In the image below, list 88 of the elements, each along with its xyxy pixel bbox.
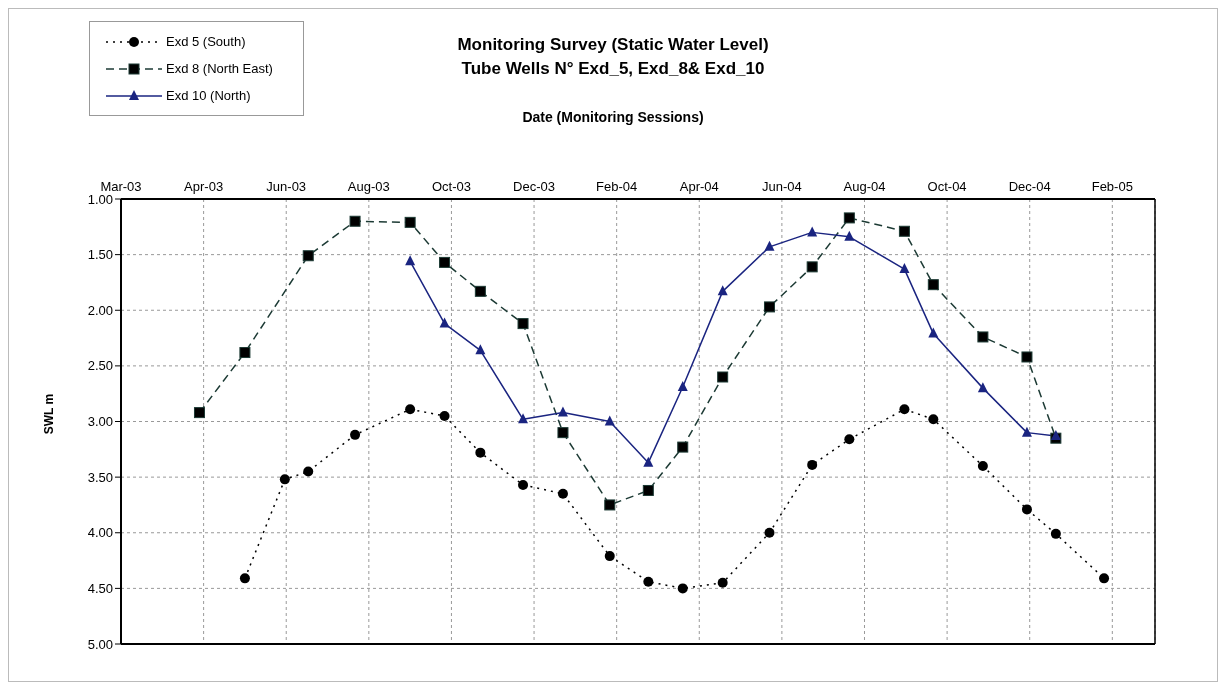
- y-tick-label: 2.00: [87, 302, 113, 318]
- x-tick-label: Apr-04: [679, 179, 719, 194]
- x-tick-label: Aug-04: [843, 179, 886, 194]
- x-tick-label: Jun-03: [266, 179, 307, 194]
- legend-label: Exd 8 (North East): [166, 61, 273, 76]
- point: [899, 263, 910, 274]
- y-tick-label: 4.00: [87, 525, 113, 541]
- point: [474, 285, 486, 297]
- point: [717, 577, 728, 588]
- point: [643, 576, 654, 587]
- point: [557, 488, 568, 499]
- point: [604, 499, 616, 511]
- point: [764, 240, 775, 251]
- point: [302, 250, 314, 262]
- x-axis-title: Date (Monitoring Sessions): [521, 109, 705, 125]
- point: [928, 414, 939, 425]
- x-tick-label: Oct-03: [431, 179, 471, 194]
- point: [557, 406, 568, 417]
- point: [404, 216, 416, 228]
- point: [439, 410, 450, 421]
- point: [239, 347, 251, 359]
- point: [303, 466, 314, 477]
- point: [677, 441, 689, 453]
- point: [349, 215, 361, 227]
- point: [898, 225, 910, 237]
- point: [977, 331, 989, 343]
- point: [843, 212, 855, 224]
- point: [604, 551, 615, 562]
- point: [1099, 573, 1110, 584]
- point: [517, 318, 529, 330]
- point: [763, 301, 775, 313]
- x-tick-label: Apr-03: [184, 179, 224, 194]
- y-tick-label: 2.50: [87, 358, 113, 374]
- point: [844, 434, 855, 445]
- x-tick-label: Feb-05: [1091, 179, 1133, 194]
- point: [439, 256, 451, 268]
- y-tick-label: 3.00: [87, 414, 113, 430]
- point: [439, 317, 450, 328]
- point: [239, 573, 250, 584]
- point: [643, 456, 654, 467]
- point: [350, 429, 361, 440]
- point: [1021, 504, 1032, 515]
- point: [1050, 528, 1061, 539]
- chart-title: Monitoring Survey (Static Water Level): [457, 35, 769, 54]
- point: [518, 479, 529, 490]
- point: [764, 527, 775, 538]
- point: [899, 404, 910, 415]
- x-tick-label: Aug-03: [347, 179, 390, 194]
- point: [604, 415, 615, 426]
- point: [717, 285, 728, 296]
- point: [806, 261, 818, 273]
- point: [405, 404, 416, 415]
- x-tick-label: Feb-04: [596, 179, 638, 194]
- point: [557, 427, 569, 439]
- point: [475, 447, 486, 458]
- point: [677, 583, 688, 594]
- point: [977, 382, 988, 393]
- point: [1021, 351, 1033, 363]
- point: [1021, 426, 1032, 437]
- y-tick-label: 1.00: [87, 191, 113, 207]
- legend-label: Exd 10 (North): [166, 88, 251, 103]
- point: [642, 484, 654, 496]
- point: [807, 226, 818, 237]
- point: [193, 407, 205, 419]
- x-tick-label: Mar-03: [100, 179, 142, 194]
- legend-label: Exd 5 (South): [166, 34, 246, 49]
- point: [475, 344, 486, 355]
- point: [1050, 429, 1061, 440]
- x-tick-label: Oct-04: [927, 179, 967, 194]
- point: [807, 459, 818, 470]
- point: [279, 474, 290, 485]
- y-tick-label: 3.50: [87, 469, 113, 485]
- x-tick-label: Jun-04: [762, 179, 802, 194]
- point: [927, 279, 939, 291]
- x-tick-label: Dec-04: [1008, 179, 1051, 194]
- y-tick-label: 1.50: [87, 247, 113, 263]
- point: [677, 381, 688, 392]
- point: [844, 230, 855, 241]
- y-tick-label: 4.50: [87, 580, 113, 596]
- x-tick-label: Dec-03: [513, 179, 556, 194]
- point: [405, 255, 416, 266]
- point: [717, 371, 729, 383]
- chart-subtitle: Tube Wells N° Exd_5, Exd_8& Exd_10: [461, 59, 765, 78]
- point: [518, 413, 529, 424]
- y-axis-title: SWL m: [42, 393, 56, 435]
- y-tick-label: 5.00: [87, 636, 113, 652]
- point: [977, 461, 988, 471]
- point: [928, 327, 939, 338]
